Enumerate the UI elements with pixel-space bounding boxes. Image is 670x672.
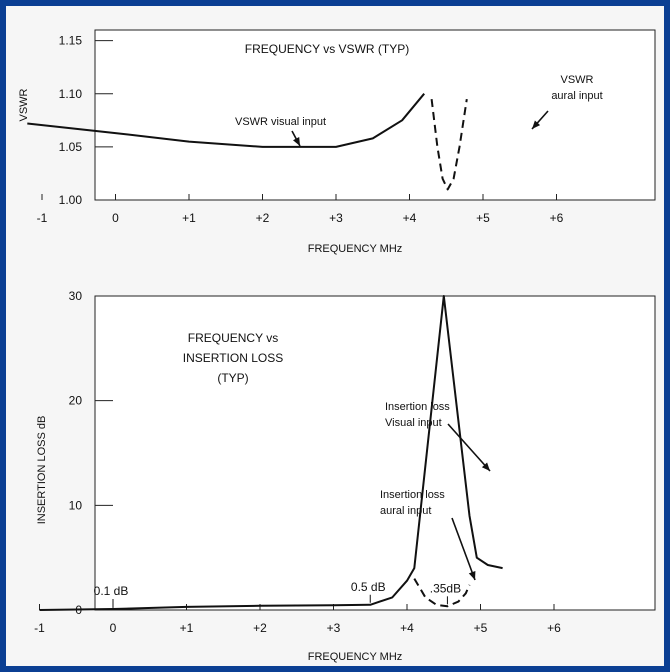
data-label: 0.1 dB bbox=[94, 584, 129, 598]
y-tick-label: 20 bbox=[69, 394, 83, 408]
x-axis-label: FREQUENCY MHz bbox=[308, 651, 403, 663]
annotation-label: VSWR visual input bbox=[235, 116, 326, 128]
series-line-1 bbox=[39, 295, 503, 611]
x-tick-label: +5 bbox=[474, 621, 488, 635]
annotation-arrow bbox=[451, 517, 476, 581]
annotation-arrow bbox=[447, 423, 491, 472]
series-line-1 bbox=[27, 93, 425, 148]
x-tick-label: +6 bbox=[547, 621, 561, 635]
annotation-label: Insertion loss Visual input bbox=[385, 401, 450, 429]
x-tick-label: +1 bbox=[180, 621, 194, 635]
x-tick-label: +1 bbox=[182, 211, 196, 225]
annotation-arrowhead bbox=[468, 571, 476, 580]
x-tick-label: 0 bbox=[110, 621, 117, 635]
series-line-2 bbox=[413, 578, 471, 608]
x-tick-label: +4 bbox=[403, 211, 417, 225]
annotation-arrowhead bbox=[532, 120, 541, 129]
x-tick-label: +5 bbox=[476, 211, 490, 225]
y-axis-label: VSWR bbox=[18, 88, 30, 121]
x-tick-label: +3 bbox=[329, 211, 343, 225]
y-axis-label: INSERTION LOSS dB bbox=[36, 416, 48, 525]
y-tick-label: 1.10 bbox=[59, 87, 83, 101]
y-tick-label: 1.00 bbox=[59, 193, 83, 207]
chart-title: FREQUENCY vs INSERTION LOSS (TYP) bbox=[183, 331, 283, 385]
x-tick-label: 0 bbox=[112, 211, 119, 225]
x-tick-label: +6 bbox=[550, 211, 564, 225]
x-tick-label: -1 bbox=[34, 621, 45, 635]
y-tick-label: 1.15 bbox=[59, 34, 83, 48]
y-tick-label: 30 bbox=[69, 289, 83, 303]
plot-area bbox=[94, 29, 656, 201]
y-tick-label: 1.05 bbox=[59, 140, 83, 154]
x-tick-label: +3 bbox=[327, 621, 341, 635]
series-line-2 bbox=[430, 98, 468, 191]
annotation-arrowhead bbox=[293, 137, 300, 146]
x-axis-label: FREQUENCY MHz bbox=[308, 243, 403, 255]
annotation-label: VSWR aural input bbox=[551, 74, 602, 102]
annotation-label: Insertion loss aural input bbox=[380, 489, 445, 517]
plot-area bbox=[94, 295, 656, 611]
annotation-arrowhead bbox=[481, 462, 490, 471]
chart-1: 1.00 1.05 1.10 1.15 -1 0 +1 +2 +3 +4 +5 +6 FREQUENCY… bbox=[18, 29, 656, 255]
x-tick-label: +2 bbox=[256, 211, 270, 225]
y-tick-label: 10 bbox=[69, 498, 83, 512]
chart-title: FREQUENCY vs VSWR (TYP) bbox=[245, 42, 409, 56]
x-tick-label: +2 bbox=[253, 621, 267, 635]
x-tick-label: +4 bbox=[400, 621, 414, 635]
data-label: 0.5 dB bbox=[351, 580, 386, 594]
x-tick-label: -1 bbox=[37, 211, 48, 225]
data-label: .35dB bbox=[430, 581, 461, 595]
